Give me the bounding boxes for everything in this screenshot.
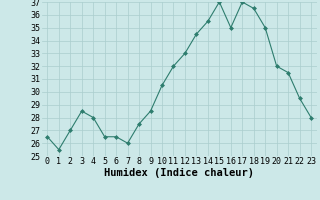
X-axis label: Humidex (Indice chaleur): Humidex (Indice chaleur)	[104, 168, 254, 178]
